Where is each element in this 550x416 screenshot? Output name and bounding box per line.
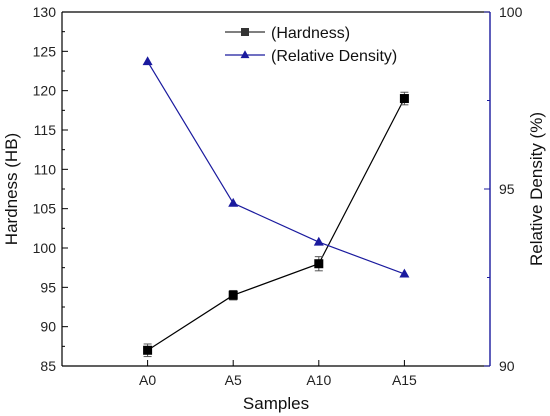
y-tick-label: 90	[40, 319, 56, 335]
legend: (Hardness) (Relative Density)	[225, 25, 397, 65]
series-line-1	[147, 61, 405, 275]
y-tick-label: 120	[33, 83, 57, 99]
data-point-1	[142, 56, 153, 66]
series-line-0	[147, 98, 405, 351]
legend-label-1: (Relative Density)	[271, 48, 397, 65]
legend-marker-1	[240, 50, 250, 59]
y-tick-label: 125	[33, 43, 57, 59]
y-tick-label: 115	[34, 122, 57, 138]
y2-tick-label: 90	[499, 358, 515, 374]
series-layer	[142, 56, 410, 358]
x-tick-label: A5	[225, 372, 242, 388]
legend-label-0: (Hardness)	[271, 25, 350, 42]
y-tick-label: 95	[40, 279, 56, 295]
y-tick-label: 100	[33, 240, 57, 256]
axes-layer: 85 90 95 100 105 110 115 120 125 130 90 95 100 A0 A5 A1…	[2, 4, 546, 413]
data-point-1	[399, 268, 410, 278]
x-tick-label: A10	[306, 372, 331, 388]
data-point-0	[314, 259, 324, 269]
y-axis-title: Hardness (HB)	[2, 133, 21, 245]
x-tick-label: A0	[139, 372, 156, 388]
y-tick-label: 85	[40, 358, 56, 374]
data-point-0	[399, 94, 409, 104]
data-point-0	[228, 290, 238, 300]
y-tick-label: 110	[34, 161, 57, 177]
data-point-0	[143, 345, 153, 355]
x-tick-label: A15	[392, 372, 417, 388]
y2-tick-label: 100	[499, 4, 523, 20]
legend-marker-0	[241, 28, 249, 36]
data-point-1	[313, 236, 324, 246]
x-axis-title: Samples	[243, 394, 309, 413]
y-tick-label: 105	[33, 201, 57, 217]
y-tick-label: 130	[33, 4, 57, 20]
y2-tick-label: 95	[499, 181, 515, 197]
y2-axis-title: Relative Density (%)	[527, 112, 546, 266]
data-point-1	[228, 197, 239, 207]
